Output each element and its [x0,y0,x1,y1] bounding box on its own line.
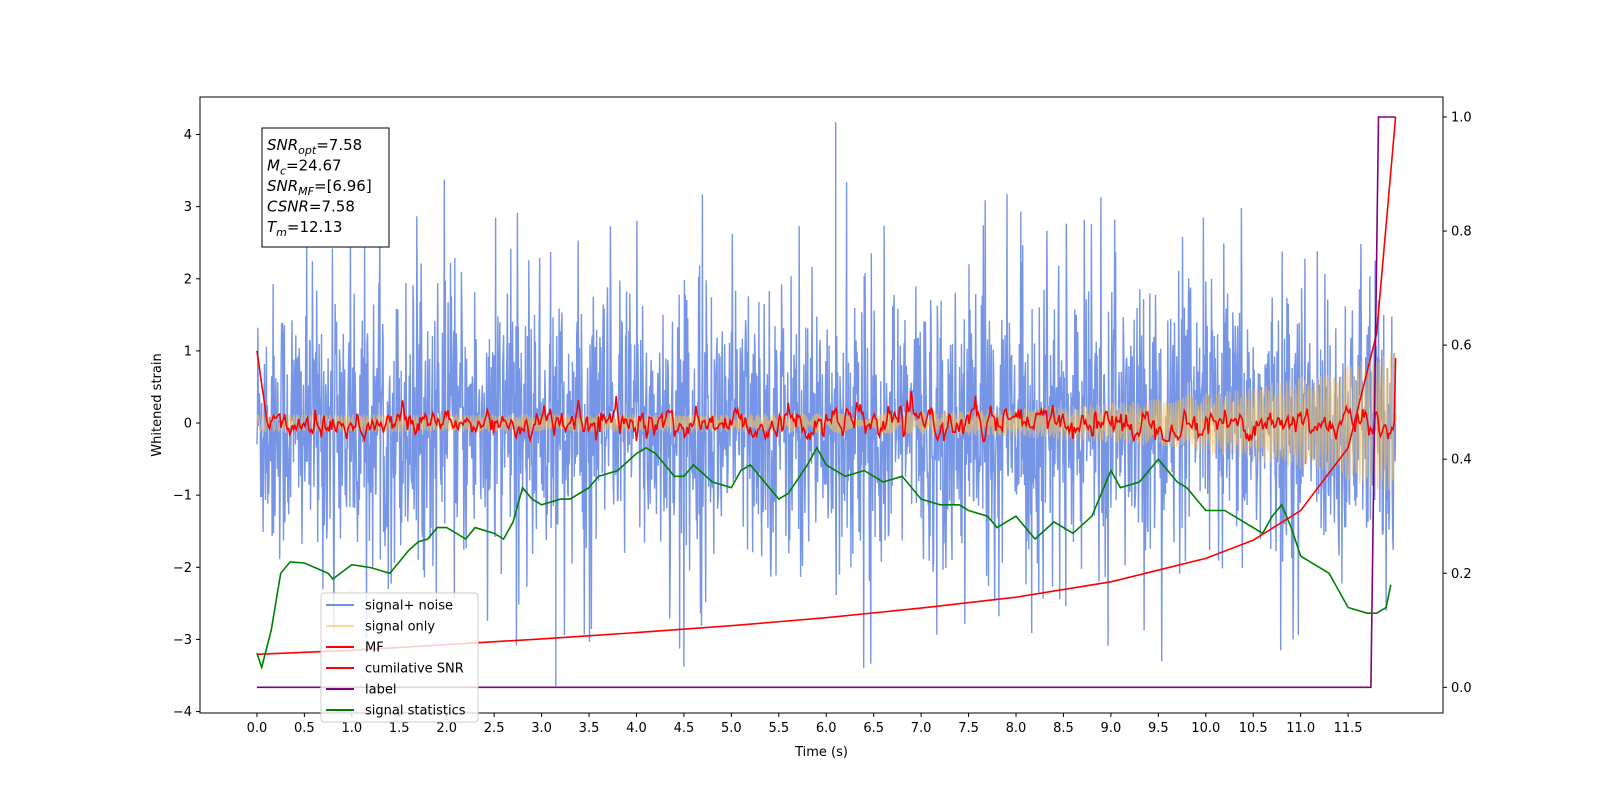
x-tick-label: 2.0 [436,721,457,736]
x-tick-label: 6.0 [816,721,837,736]
legend-label: cumilative SNR [365,662,464,677]
y-tick-label-left: −3 [173,633,192,648]
series-label [256,116,1396,689]
x-tick-label: 10.0 [1191,721,1220,736]
legend-label: label [365,683,396,698]
x-tick-label: 11.5 [1334,721,1363,736]
stats-line: SNRopt=7.58 [267,136,362,157]
legend-label: signal statistics [365,704,466,719]
x-tick-label: 10.5 [1239,721,1268,736]
y-tick-label-left: 0 [184,417,192,432]
y-tick-label-right: 0.6 [1451,339,1472,354]
x-tick-label: 6.5 [863,721,884,736]
x-tick-label: 4.0 [626,721,647,736]
y-tick-label-right: 1.0 [1451,110,1472,125]
y-tick-label-right: 0.4 [1451,453,1472,468]
ticks-layer: 0.0 0.5 1.0 1.5 2.0 2.5 3.0 3.5 4.0 4.5 5.0 5.5 6.0 6… [173,110,1472,736]
y-tick-label-left: −1 [173,489,192,504]
stats-line: SNRMF=[6.96] [267,177,372,198]
x-tick-label: 1.5 [389,721,410,736]
y-tick-label-left: −2 [173,561,192,576]
x-tick-label: 7.5 [958,721,979,736]
x-tick-label: 9.5 [1148,721,1169,736]
x-tick-label: 3.0 [531,721,552,736]
y-tick-label-left: 1 [184,344,192,359]
legend-label: signal+ noise [365,599,453,614]
series-cumulative-snr [256,116,1397,656]
x-tick-label: 0.5 [294,721,315,736]
y-tick-label-left: 2 [184,272,192,287]
x-tick-label: 5.0 [721,721,742,736]
legend: signal+ noise signal only MF cumilative SNR… [320,592,479,723]
y-tick-label-left: −4 [173,705,192,720]
stats-line: Tm=12.13 [267,218,342,239]
legend-frame [320,592,479,723]
x-tick-label: 7.0 [911,721,932,736]
x-tick-label: 3.5 [579,721,600,736]
series-signal-statistics [256,446,1392,671]
stats-line: CSNR=7.58 [267,198,355,216]
x-tick-label: 8.5 [1053,721,1074,736]
stats-box: SNRopt=7.58Mc=24.67SNRMF=[6.96]CSNR=7.58… [261,127,390,248]
series-signal-only [256,353,1397,491]
y-tick-label-right: 0.8 [1451,225,1472,240]
y-axis-label: Whitened strain [150,353,165,456]
series-mf [256,350,1397,444]
y-tick-label-left: 3 [184,200,192,215]
stats-line: Mc=24.67 [267,157,342,178]
y-tick-label-right: 0.0 [1451,681,1472,696]
legend-label: signal only [365,620,435,635]
x-axis-label: Time (s) [794,745,848,760]
y-tick-label-left: 4 [184,128,192,143]
x-tick-label: 1.0 [341,721,362,736]
x-tick-label: 5.5 [768,721,789,736]
series-layer [256,116,1397,689]
x-tick-label: 0.0 [247,721,268,736]
axes-frame [199,96,1444,714]
stats-box-frame [261,127,390,248]
x-tick-label: 4.5 [674,721,695,736]
x-tick-label: 11.0 [1286,721,1315,736]
x-tick-label: 9.0 [1101,721,1122,736]
x-tick-label: 2.5 [484,721,505,736]
x-tick-label: 8.0 [1006,721,1027,736]
series-signal-noise [256,122,1397,687]
y-tick-label-right: 0.2 [1451,567,1472,582]
legend-label: MF [365,641,384,656]
